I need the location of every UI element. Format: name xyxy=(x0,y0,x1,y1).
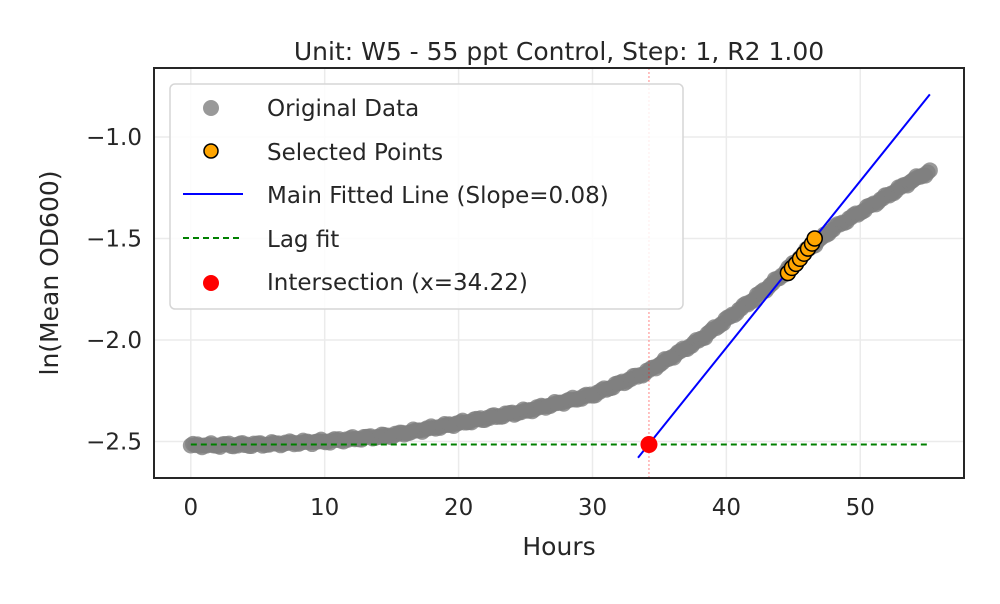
x-tick-label: 40 xyxy=(712,495,741,521)
legend: Original Data Selected Points Main Fitte… xyxy=(169,83,684,310)
legend-label-selected-points: Selected Points xyxy=(267,140,443,166)
legend-label-lag-fit: Lag fit xyxy=(267,227,339,253)
x-tick-label: 20 xyxy=(444,495,473,521)
chart-title: Unit: W5 - 55 ppt Control, Step: 1, R2 1… xyxy=(294,37,824,66)
y-tick-label: −2.0 xyxy=(86,328,142,354)
plot-frame xyxy=(153,67,965,479)
intersection-point xyxy=(640,436,658,454)
legend-marker-selected-points xyxy=(203,143,219,159)
y-tick-label: −2.5 xyxy=(86,429,142,455)
legend-marker-original-data xyxy=(203,100,219,116)
data-point-original xyxy=(921,162,938,179)
data-point-selected xyxy=(806,230,823,247)
y-axis-label: ln(Mean OD600) xyxy=(35,170,64,375)
x-tick-label: 30 xyxy=(578,495,607,521)
legend-marker-intersection xyxy=(203,275,219,291)
legend-label-intersection: Intersection (x=34.22) xyxy=(267,270,528,296)
axis-ticks: 0 10 20 30 40 50 −2.5 −2.0 −1.5 −1.0 xyxy=(86,125,875,521)
plot-area xyxy=(182,68,938,478)
x-tick-label: 50 xyxy=(846,495,875,521)
legend-label-original-data: Original Data xyxy=(267,96,419,122)
x-axis-label: Hours xyxy=(522,532,595,561)
y-tick-label: −1.5 xyxy=(86,226,142,252)
legend-box xyxy=(169,83,684,310)
y-tick-label: −1.0 xyxy=(86,125,142,151)
x-tick-label: 0 xyxy=(183,495,198,521)
legend-label-main-fitted-line: Main Fitted Line (Slope=0.08) xyxy=(267,183,609,209)
x-tick-label: 10 xyxy=(310,495,339,521)
